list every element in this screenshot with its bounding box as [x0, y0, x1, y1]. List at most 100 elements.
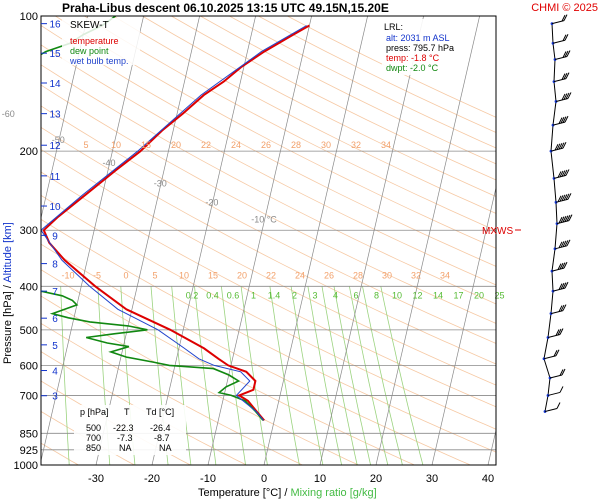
wind-barb-flag	[558, 142, 563, 150]
x-axis-label-temperature: Temperature [°C]	[198, 487, 281, 499]
wind-profile-line	[551, 23, 554, 44]
table-cell: -7.3	[117, 433, 133, 443]
theta-label: 10	[179, 270, 189, 280]
mixing-ratio-line	[307, 286, 342, 465]
mixing-ratio-label: 1	[251, 290, 256, 300]
legend-dew-point: dew point	[70, 46, 109, 56]
y-axis-label-altitude: Altitude [km]	[2, 222, 14, 283]
wind-profile-line	[547, 313, 552, 338]
wind-barb-flag	[559, 262, 564, 270]
theta-label: 30	[382, 270, 392, 280]
wind-barb-flag	[562, 282, 567, 289]
table-cell: 700	[86, 433, 101, 443]
wind-profile-line	[552, 43, 556, 60]
altitude-label: 3	[52, 392, 58, 403]
dry-adiabat	[41, 84, 496, 324]
wind-barb-point	[553, 247, 557, 251]
dry-adiabat	[41, 149, 496, 386]
mixing-ratio-label: 14	[433, 290, 443, 300]
altitude-label: 14	[49, 79, 61, 90]
wind-profile-line	[543, 337, 549, 359]
isotherm-label: -20	[205, 197, 218, 207]
dry-adiabat	[41, 126, 496, 365]
wind-barb-flag	[557, 263, 562, 270]
wind-barb-flag	[558, 283, 563, 290]
dry-adiabat	[113, 16, 496, 214]
mixing-ratio-label: 10	[392, 290, 402, 300]
mxws-marker: MXWS	[482, 226, 521, 237]
wind-barb-flag	[564, 215, 569, 222]
mixing-ratio-label: 0.2	[186, 290, 199, 300]
lrl-alt: alt: 2031 m ASL	[386, 33, 450, 43]
wind-barb-flag	[561, 262, 566, 269]
wind-barb-flag	[565, 72, 570, 79]
theta-label: 32	[351, 140, 361, 150]
wind-barb-flag	[557, 171, 562, 178]
altitude-label: 8	[52, 260, 58, 271]
wind-barb-flag	[553, 350, 558, 357]
theta-label: 24	[295, 270, 305, 280]
theta-label: 26	[261, 140, 271, 150]
wind-barb-flag	[563, 93, 568, 100]
wind-barb-flag	[563, 261, 568, 269]
wind-barb-flag	[560, 282, 565, 290]
legend-temperature: temperature	[70, 36, 119, 46]
table-cell: NA	[119, 443, 132, 453]
isotherm-label: -50	[52, 135, 65, 145]
wind-barb-flag	[554, 143, 559, 151]
theta-label: 22	[266, 270, 276, 280]
mixing-ratio-label: 4	[333, 290, 338, 300]
x-tick-label: 10	[314, 473, 326, 485]
plot-frame	[40, 15, 497, 466]
altitude-label: 6	[52, 314, 58, 325]
wind-profile-line	[550, 291, 554, 314]
table-cell: -8.7	[154, 433, 170, 443]
y-tick-label: 600	[20, 360, 38, 372]
x-tick-label: -10	[200, 473, 216, 485]
wind-barb-flag	[564, 281, 569, 289]
theta-label: 20	[237, 270, 247, 280]
dry-adiabat	[41, 194, 496, 430]
theta-label: 5	[83, 140, 88, 150]
wind-barb-flag	[561, 194, 566, 202]
legend-title: SKEW-T	[70, 20, 109, 31]
altitude-label: 11	[50, 172, 61, 183]
wind-barb-flag	[563, 194, 568, 201]
theta-label: 5	[152, 270, 157, 280]
theta-label: 24	[231, 140, 241, 150]
mixing-ratio-label: 6	[353, 290, 358, 300]
x-tick-label: 30	[426, 473, 438, 485]
wind-barb-flag	[556, 143, 561, 150]
wind-barb-flag	[557, 195, 562, 203]
wind-barb-flag	[561, 368, 566, 376]
wind-barb-flag	[562, 141, 567, 149]
dry-adiabat	[84, 16, 496, 232]
wind-barb-flag	[560, 142, 565, 149]
series-line-wet-bulb-temp	[41, 25, 307, 421]
isotherm-line	[41, 16, 144, 463]
y-tick-label: 850	[20, 428, 38, 440]
wind-profile-line	[554, 223, 558, 249]
altitude-label: 12	[49, 141, 61, 152]
wind-barb-flag	[563, 14, 568, 21]
wind-barb-flag	[562, 240, 567, 248]
mixing-ratio-label: 0.6	[227, 290, 240, 300]
wind-barb-flag	[564, 34, 569, 41]
isotherm-line	[319, 16, 424, 465]
mixing-ratio-label: 17	[453, 290, 463, 300]
wind-barb-flag	[564, 115, 569, 123]
altitude-label: 7	[52, 287, 58, 298]
y-tick-label: 925	[20, 445, 38, 457]
altitude-label: 16	[49, 20, 61, 31]
svg-text:Pressure [hPa] / Altitude [k: Pressure [hPa] / Altitude [km]	[2, 222, 14, 364]
wind-barb-flag	[558, 117, 563, 124]
dry-adiabat	[41, 25, 496, 267]
isotherm-line	[431, 186, 496, 465]
altitude-label: 5	[52, 341, 58, 352]
mixing-ratio-line	[194, 286, 217, 465]
theta-label: -5	[93, 270, 101, 280]
table-cell: NA	[159, 443, 172, 453]
wind-barb-flag	[563, 72, 568, 80]
wind-barb-flag	[564, 240, 569, 247]
wind-barb-flag	[560, 241, 565, 248]
